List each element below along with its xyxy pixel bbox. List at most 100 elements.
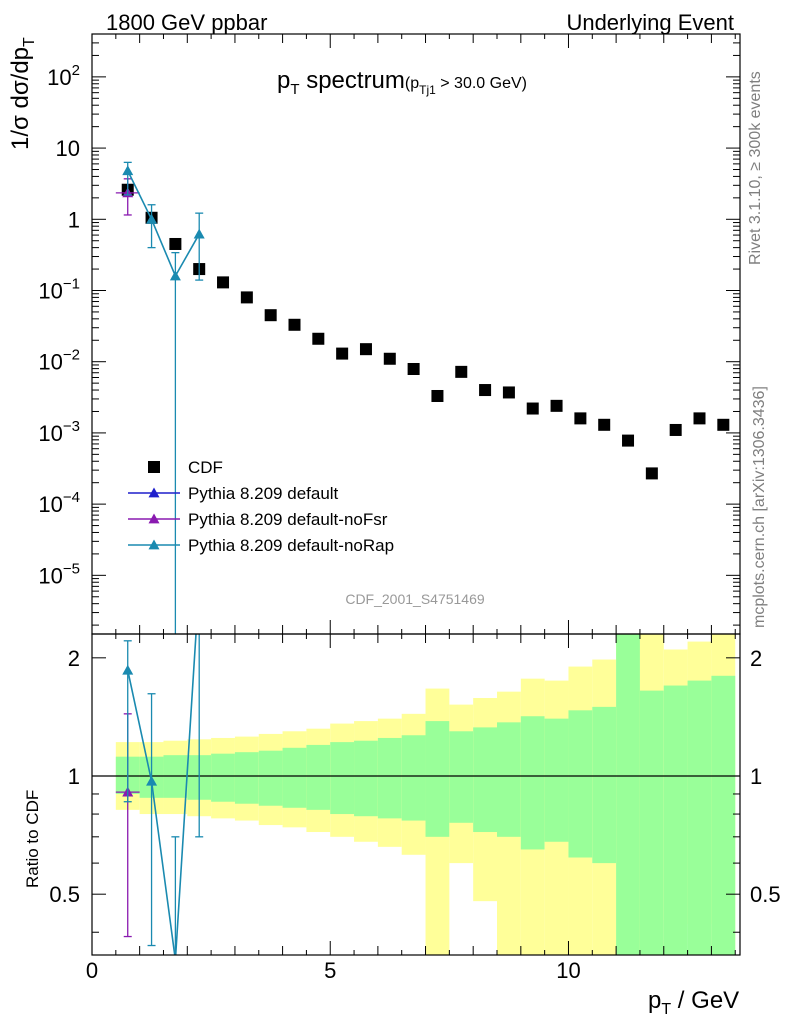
cdf-data-point	[169, 237, 182, 250]
side-mcplots-label: mcplots.cern.ch [arXiv:1306.3436]	[751, 386, 768, 628]
x-tick-label: 5	[324, 958, 336, 983]
main-y-tick-label: 1	[68, 207, 80, 232]
main-y-tick-base: 10	[38, 350, 62, 375]
ratio-y-tick-label-right: 1	[750, 764, 762, 789]
mc-data-point	[193, 228, 205, 239]
ratio-y-tick-label-right: 2	[750, 646, 762, 671]
main-ylabel: 1/σ dσ/dpT	[7, 37, 38, 150]
main-y-tick-base: 10	[38, 421, 62, 446]
cdf-data-point	[336, 347, 349, 360]
main-y-tick-label: 10−2	[38, 347, 80, 375]
cdf-data-point	[550, 399, 563, 412]
header-right-label: Underlying Event	[566, 10, 734, 35]
ratio-data-point	[175, 954, 176, 955]
ratio-data-point	[194, 578, 205, 588]
ratio-y-tick-label-left: 1	[68, 764, 80, 789]
xlabel-sub: T	[661, 1001, 671, 1018]
ratio-plot-marks	[115, 578, 205, 955]
xlabel: pT / GeV	[648, 987, 739, 1018]
main-y-tick-label: 10−4	[38, 489, 80, 517]
main-ylabel-sub: T	[21, 37, 38, 47]
xlabel-rest: / GeV	[671, 987, 739, 1014]
legend-label: CDF	[188, 458, 223, 477]
ratio-band-green	[306, 744, 331, 810]
cdf-data-point	[407, 362, 420, 375]
main-y-tick-exp: −2	[63, 347, 80, 364]
plot-title-cut-rest: > 30.0 GeV)	[436, 75, 527, 92]
cdf-data-point	[383, 352, 396, 365]
ratio-band-green	[568, 710, 593, 858]
ratio-data-point	[146, 775, 158, 786]
header-left-label: 1800 GeV ppbar	[106, 10, 267, 35]
main-plot-marks	[115, 161, 730, 634]
ratio-band-green	[663, 685, 688, 955]
ratio-band-green	[354, 740, 378, 817]
main-y-tick-base: 10	[38, 563, 62, 588]
x-tick-label: 0	[86, 958, 98, 983]
side-rivet-label: Rivet 3.1.10, ≥ 300k events	[747, 71, 764, 265]
ratio-band-green	[258, 750, 283, 806]
mc-data-point	[146, 213, 158, 224]
ratio-band-green	[497, 722, 521, 837]
mc-series-norap	[122, 161, 205, 634]
cdf-data-point	[717, 418, 730, 431]
ratio-bands	[92, 634, 740, 955]
mc-data-point	[122, 165, 134, 176]
ratio-band-green	[544, 718, 569, 842]
main-y-tick-label: 10−5	[38, 560, 80, 588]
main-y-tick-exp: −3	[63, 418, 80, 435]
main-y-tick-base: 10	[38, 492, 62, 517]
main-y-tick-exp: −1	[63, 275, 80, 292]
ratio-band-green	[401, 735, 426, 821]
ratio-band-green	[449, 731, 474, 823]
cdf-data-point	[264, 309, 277, 322]
ratio-frame	[91, 633, 741, 956]
ratio-band-green	[377, 737, 402, 819]
ratio-band-green	[473, 727, 497, 833]
ratio-band-green	[520, 716, 545, 850]
plot-title-p: p	[277, 67, 290, 94]
ratio-band-green	[616, 634, 640, 955]
main-y-tick-exp: 2	[72, 62, 80, 79]
ratio-band-green	[282, 747, 307, 808]
main-y-tick-label: 10−3	[38, 418, 80, 446]
plot-title-sub: T	[290, 81, 299, 98]
plot-title-cut-sub: Tj1	[419, 83, 436, 97]
main-y-tick-label: 10	[56, 136, 80, 161]
cdf-data-point	[479, 384, 492, 397]
cdf-data-point	[312, 332, 325, 345]
plot-title-cut: (p	[405, 75, 419, 92]
ratio-band-green	[639, 690, 664, 955]
legend-marker-triangle	[148, 539, 160, 550]
ratio-band-green	[211, 753, 235, 802]
cdf-data-point	[455, 365, 468, 378]
ratio-band-green	[330, 742, 355, 815]
cdf-data-point	[574, 412, 587, 425]
analysis-id-label: CDF_2001_S4751469	[345, 591, 485, 607]
cdf-data-point	[502, 386, 515, 399]
cdf-data-point	[217, 276, 230, 289]
cdf-data-point	[359, 343, 372, 356]
mc-series-line	[127, 170, 200, 278]
xlabel-p: p	[648, 987, 661, 1014]
ratio-y-tick-label-left: 2	[68, 646, 80, 671]
cdf-data-point	[288, 318, 301, 331]
main-y-tick-label: 10−1	[38, 275, 80, 303]
legend: CDF Pythia 8.209 default Pythia 8.209 defa…	[128, 458, 394, 555]
cdf-data-point	[598, 418, 611, 431]
ratio-ylabel: Ratio to CDF	[23, 790, 42, 888]
main-ylabel-text: 1/σ dσ/dp	[7, 47, 34, 150]
ratio-y-tick-label-left: 0.5	[49, 882, 80, 907]
cdf-data-point	[693, 412, 706, 425]
ratio-band-green	[711, 675, 736, 955]
ratio-band-green	[234, 752, 259, 804]
plot-title-rest: spectrum	[300, 67, 405, 94]
main-y-tick-exp: −4	[63, 489, 80, 506]
cdf-data-point	[431, 389, 444, 402]
cdf-data-point	[669, 423, 682, 436]
cdf-data-point	[622, 434, 635, 447]
main-y-tick-base: 10	[38, 278, 62, 303]
main-y-tick-label: 102	[47, 62, 80, 90]
ratio-band-green	[687, 680, 712, 955]
